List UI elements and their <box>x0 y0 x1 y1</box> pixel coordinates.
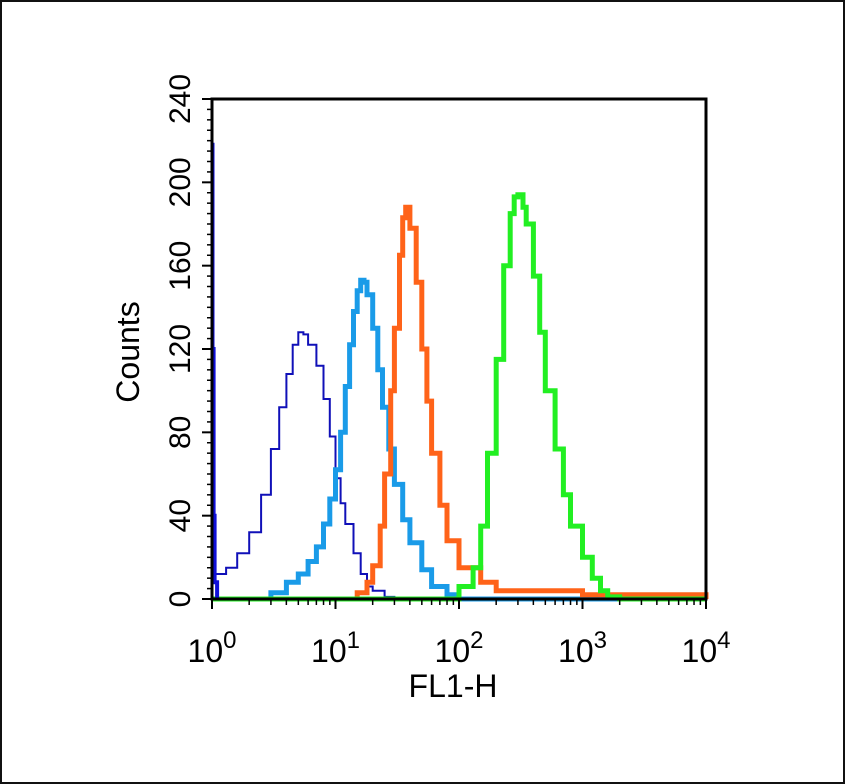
x-axis-ticks: 100 101 102 103 104 <box>188 599 731 669</box>
y-tick-label: 0 <box>164 591 197 608</box>
histogram-series-3 <box>212 204 709 602</box>
y-tick-label: 160 <box>164 241 197 291</box>
x-tick-label: 103 <box>558 627 607 669</box>
y-axis-ticks: 0 40 80 120 160 200 240 <box>164 74 212 607</box>
y-tick-label: 80 <box>164 416 197 449</box>
histogram-series-2 <box>212 277 706 602</box>
x-axis-label: FL1-H <box>409 668 498 704</box>
x-tick-label: 100 <box>188 627 237 669</box>
y-tick-label: 120 <box>164 324 197 374</box>
x-tick-label: 104 <box>682 627 731 669</box>
plot-area <box>210 97 708 601</box>
x-tick-label: 102 <box>435 627 484 669</box>
histogram-series-4 <box>212 192 706 602</box>
y-tick-label: 200 <box>164 157 197 207</box>
series-layer <box>210 142 709 602</box>
y-axis-label: Counts <box>110 301 146 402</box>
histogram-series-1 <box>212 331 706 600</box>
y-tick-label: 240 <box>164 74 197 124</box>
x-tick-label: 101 <box>311 627 360 669</box>
y-tick-label: 40 <box>164 499 197 532</box>
